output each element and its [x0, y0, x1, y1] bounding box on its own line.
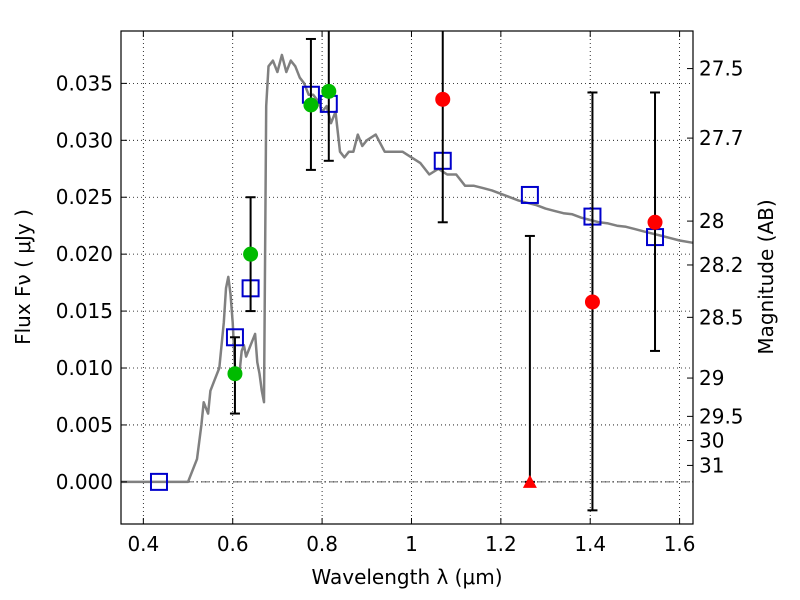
y-tick-label: 0.015 — [56, 299, 113, 323]
y2-tick-label: 27.7 — [699, 126, 744, 150]
y-tick-label: 0.000 — [56, 470, 113, 494]
model-photometry-square — [149, 472, 168, 491]
upper-limit-triangle — [522, 474, 537, 488]
optical-detection-point — [321, 83, 337, 99]
optical-detection-point — [243, 246, 259, 262]
nir-detection-point — [584, 294, 600, 310]
x-tick-label: 0.4 — [127, 532, 159, 556]
optical-detection-point — [227, 366, 243, 382]
x-tick-label: 0.6 — [217, 532, 249, 556]
data-marks — [121, 31, 694, 512]
nir-detection-point — [647, 214, 663, 230]
y-tick-label: 0.020 — [56, 242, 113, 266]
y2-tick-label: 29 — [699, 366, 724, 390]
x-tick-label: 1 — [405, 532, 418, 556]
x-axis-label: Wavelength λ (μm) — [311, 565, 502, 589]
x-tick-label: 1.6 — [664, 532, 696, 556]
optical-detection-point — [303, 97, 319, 113]
y2-tick-label: 31 — [699, 453, 724, 477]
plot-frame — [120, 30, 694, 525]
x-tick-label: 0.8 — [306, 532, 338, 556]
x-tick-label: 1.4 — [574, 532, 606, 556]
y-tick-label: 0.025 — [56, 185, 113, 209]
nir-detection-point — [435, 91, 451, 107]
y2-tick-label: 28.5 — [699, 305, 744, 329]
y2-tick-label: 28.2 — [699, 253, 744, 277]
y2-tick-label: 30 — [699, 429, 724, 453]
axes: 0.4 0.6 0.8 1 1.2 1.4 1.6 0.000 0.005 0.010 0.015 0… — [56, 31, 744, 556]
y2-axis-label: Magnitude (AB) — [754, 199, 778, 354]
y2-tick-label: 27.5 — [699, 57, 744, 81]
y-axis-label: Flux Fν ( μJy ) — [11, 209, 35, 345]
y-tick-label: 0.035 — [56, 71, 113, 95]
plot-background — [121, 31, 693, 524]
y-tick-label: 0.010 — [56, 356, 113, 380]
y2-tick-label: 29.5 — [699, 404, 744, 428]
y-tick-label: 0.030 — [56, 128, 113, 152]
x-tick-label: 1.2 — [485, 532, 517, 556]
y-tick-label: 0.005 — [56, 413, 113, 437]
model-photometry-square — [520, 185, 539, 204]
y2-tick-label: 28 — [699, 209, 724, 233]
